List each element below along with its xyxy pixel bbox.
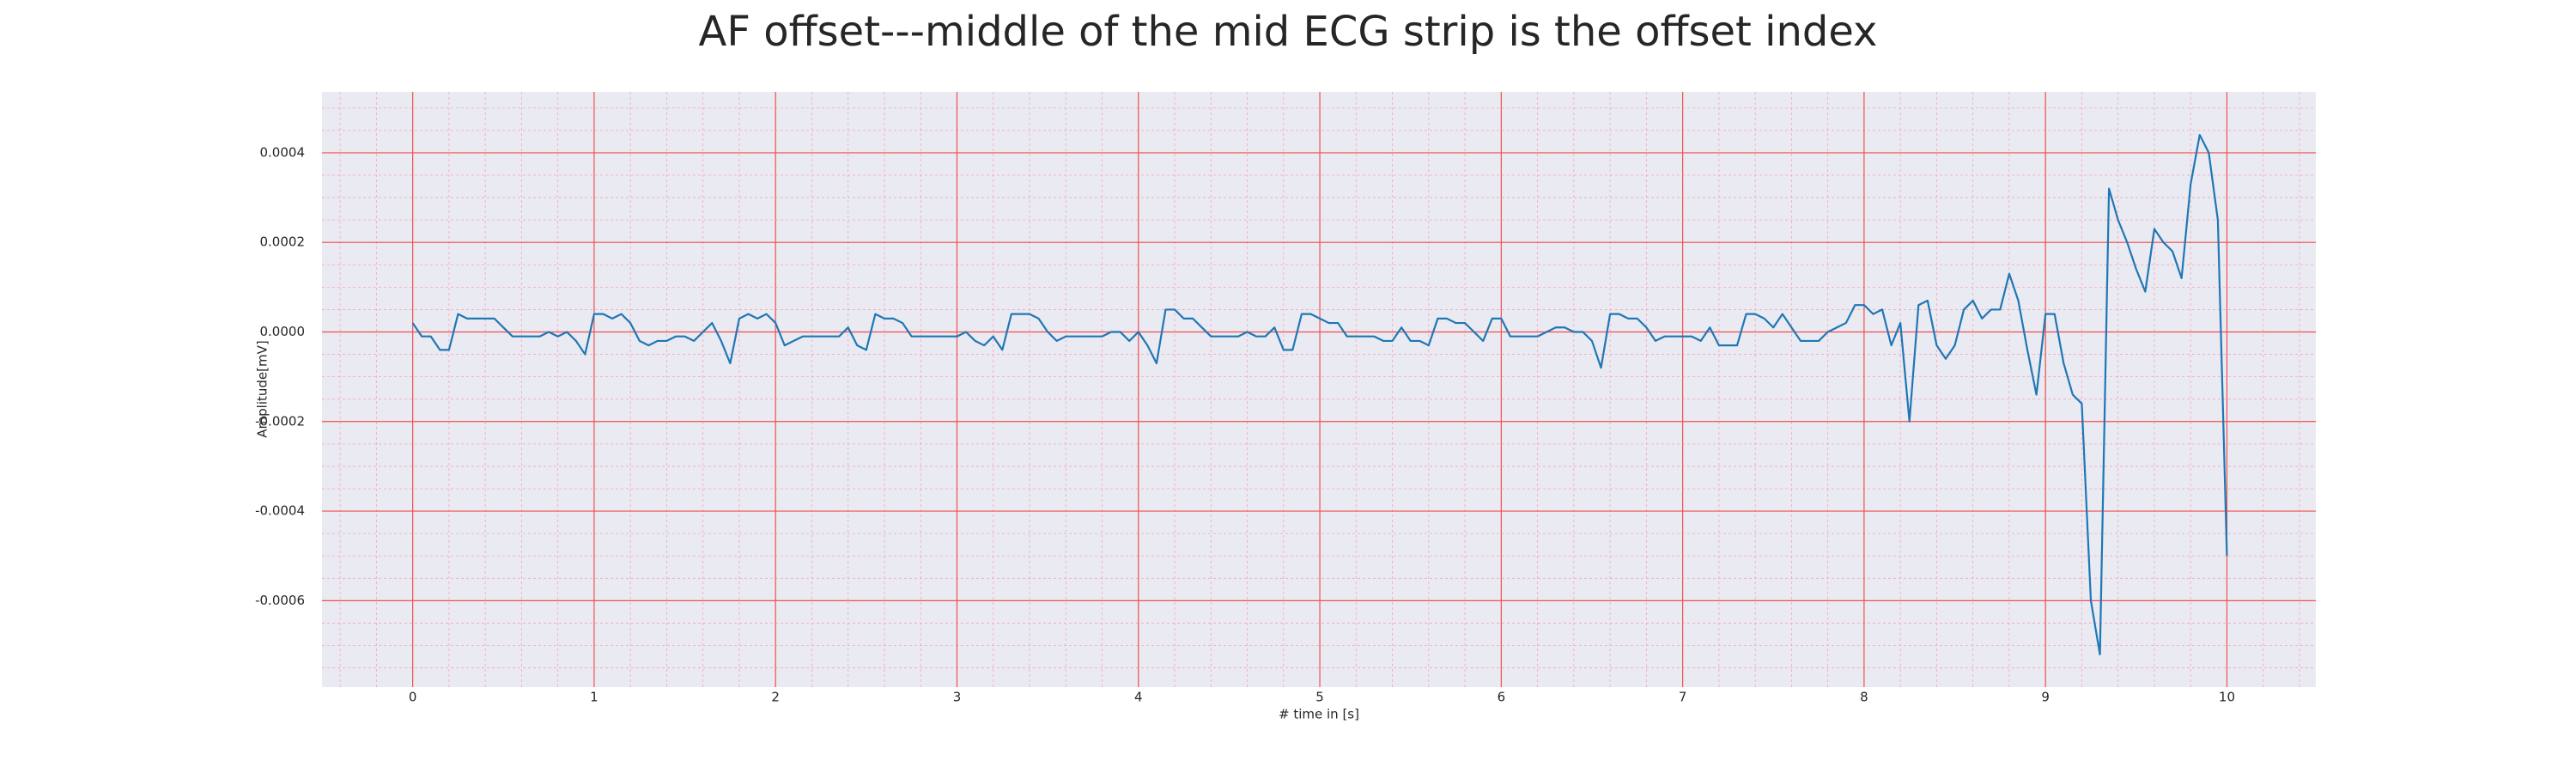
x-tick-label: 5 (1315, 690, 1324, 705)
x-tick-label: 10 (2219, 690, 2235, 705)
x-tick-label: 9 (2041, 690, 2050, 705)
x-tick-label: 4 (1134, 690, 1143, 705)
y-tick-label: -0.0006 (255, 593, 305, 608)
y-tick-label: -0.0004 (255, 503, 305, 519)
x-tick-label: 8 (1860, 690, 1868, 705)
line-series (411, 133, 2228, 656)
x-tick-label: 2 (771, 690, 780, 705)
plot-area (322, 92, 2316, 687)
y-tick-label: 0.0002 (260, 234, 306, 250)
x-tick-label: 1 (590, 690, 598, 705)
y-tick-label: 0.0000 (260, 324, 306, 339)
grid (322, 92, 2316, 687)
y-axis-label: Amplitude[mV] (255, 340, 270, 437)
chart-title: AF offset---middle of the mid ECG strip … (699, 8, 1878, 56)
x-tick-label: 6 (1498, 690, 1506, 705)
x-tick-label: 0 (409, 690, 417, 705)
y-tick-label: -0.0002 (255, 413, 305, 429)
x-axis-label: # time in [s] (1279, 707, 1359, 722)
y-tick-label: 0.0004 (260, 144, 306, 160)
x-tick-label: 3 (953, 690, 962, 705)
x-tick-label: 7 (1679, 690, 1687, 705)
